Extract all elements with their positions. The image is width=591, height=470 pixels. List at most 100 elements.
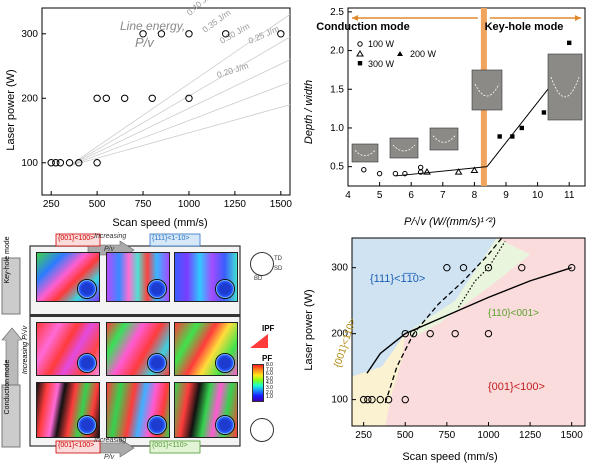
ebsd-map-conduction-2	[106, 382, 170, 438]
x-axis-label: Scan speed (mm/s)	[402, 451, 497, 463]
data-point	[277, 30, 285, 38]
process-map-chart: 250 500 750 1000 1250 1500 100 200 300 Laser pow…	[303, 237, 586, 463]
texture-001-110-bottom: {001}<110>	[152, 442, 188, 449]
data-point	[451, 329, 459, 338]
legend-marker	[397, 51, 403, 56]
data-point-300w	[497, 134, 502, 139]
legend-marker	[357, 41, 363, 47]
x-tick-label: 1500	[561, 430, 584, 441]
line-energy-formula: P/v	[135, 35, 155, 50]
y-axis-label: Laser power (W)	[303, 289, 315, 370]
ebsd-map-conduction-1	[36, 382, 100, 438]
data-point	[567, 263, 576, 272]
x-tick-label: 5	[377, 190, 383, 201]
x-tick-label: 500	[397, 430, 414, 441]
pf-scale-value: 1.0	[266, 394, 273, 401]
ebsd-map-mid-3	[174, 322, 238, 376]
data-point	[148, 94, 156, 102]
pf-scale-value: 3.0	[266, 384, 273, 391]
data-point-200w	[454, 168, 463, 175]
data-point	[47, 159, 55, 167]
ebsd-map-keyhole-3	[174, 252, 238, 302]
x-tick-label: 11	[564, 190, 575, 201]
data-point-100w	[361, 167, 367, 173]
ebsd-map-keyhole-2	[106, 252, 170, 302]
y-tick-label: 300	[331, 263, 348, 274]
y-tick-label: 1.0	[330, 123, 344, 134]
data-point	[368, 395, 376, 404]
region-111-label: {111}<1̅1̅0>	[370, 273, 425, 285]
x-tick-label: 250	[355, 430, 372, 441]
data-point	[65, 159, 74, 167]
region-111	[352, 238, 497, 377]
legend-label: 200 W	[410, 49, 437, 59]
data-point-300w	[567, 40, 572, 46]
y-tick-label: 200	[21, 93, 38, 104]
y-tick-label: 200	[331, 329, 348, 340]
data-point	[409, 329, 418, 338]
pole-figure	[215, 279, 235, 299]
y-tick-label: 2.0	[330, 46, 344, 57]
pole-figure	[77, 279, 97, 299]
data-point-100w	[376, 170, 383, 177]
pf-scale-value: 6.0	[266, 371, 273, 378]
side-arrow-label: Increasing P/√v	[22, 325, 29, 375]
row-label-keyhole: Key-hole mode	[4, 236, 11, 284]
data-point	[484, 263, 493, 272]
x-tick-label: 1000	[178, 199, 201, 210]
depth-width-chart: 4 5 6 7 8 9 10 11 0.5 1.0 1.5 2.0 2.5 100 W 200 W 300 W…	[303, 7, 586, 228]
data-point	[484, 329, 493, 338]
texture-001-100-bottom: {001}<100>	[58, 442, 95, 449]
y-tick-label: 100	[331, 395, 348, 406]
pole-figure	[77, 415, 97, 435]
data-point	[384, 395, 393, 404]
pf-scale-value: 5.0	[266, 375, 273, 382]
data-point-100w	[417, 164, 424, 171]
plot-frame	[41, 7, 291, 196]
x-tick-label: 750	[439, 430, 456, 441]
legend: 100 W 200 W 300 W	[356, 39, 437, 69]
x-tick-label: 750	[135, 199, 152, 210]
data-point-200w	[470, 166, 479, 174]
line-energy-line	[68, 36, 291, 167]
melt-pool-image	[471, 69, 503, 111]
axis-bd: BD	[254, 276, 263, 282]
data-point	[139, 30, 147, 38]
x-tick-label: 4	[345, 190, 351, 201]
data-point	[359, 395, 368, 404]
data-point	[120, 94, 129, 102]
data-point	[401, 395, 409, 404]
axis-reference-icon	[250, 252, 274, 276]
x-tick-label: 250	[43, 199, 60, 210]
legend-marker	[356, 50, 364, 57]
melt-pool-image	[547, 53, 583, 121]
data-point-300w	[541, 110, 547, 115]
legend-label: 300 W	[368, 59, 395, 69]
data-point	[93, 159, 101, 167]
plot-frame	[347, 7, 586, 187]
pole-figure	[215, 415, 235, 435]
data-point	[185, 94, 193, 102]
y-tick-label: 2.5	[330, 7, 344, 18]
data-point	[364, 395, 372, 404]
melt-pool-outline	[354, 150, 376, 157]
data-point	[56, 159, 65, 167]
x-tick-label: 9	[503, 190, 509, 201]
data-point-300w	[510, 134, 515, 139]
data-point	[102, 94, 110, 102]
data-point	[75, 159, 83, 167]
boundary-solid	[366, 267, 572, 374]
melt-pool-outline	[474, 83, 500, 97]
data-point	[93, 94, 101, 102]
data-point	[443, 263, 451, 272]
pf-scale-value: 4.0	[266, 380, 273, 387]
pf-scale-value: 8.0	[266, 362, 273, 368]
region-conduction-label: Conduction mode	[316, 21, 410, 33]
x-tick-label: 8	[472, 190, 478, 201]
line-energy-title: Line energy,	[120, 19, 185, 33]
pf-scale-value: 2.0	[266, 389, 273, 396]
line-energy-line	[68, 59, 291, 167]
data-point-100w	[392, 170, 399, 177]
x-axis-label: Scan speed (mm/s)	[112, 217, 207, 229]
region-001-100-label: {001}<100>	[488, 381, 545, 393]
